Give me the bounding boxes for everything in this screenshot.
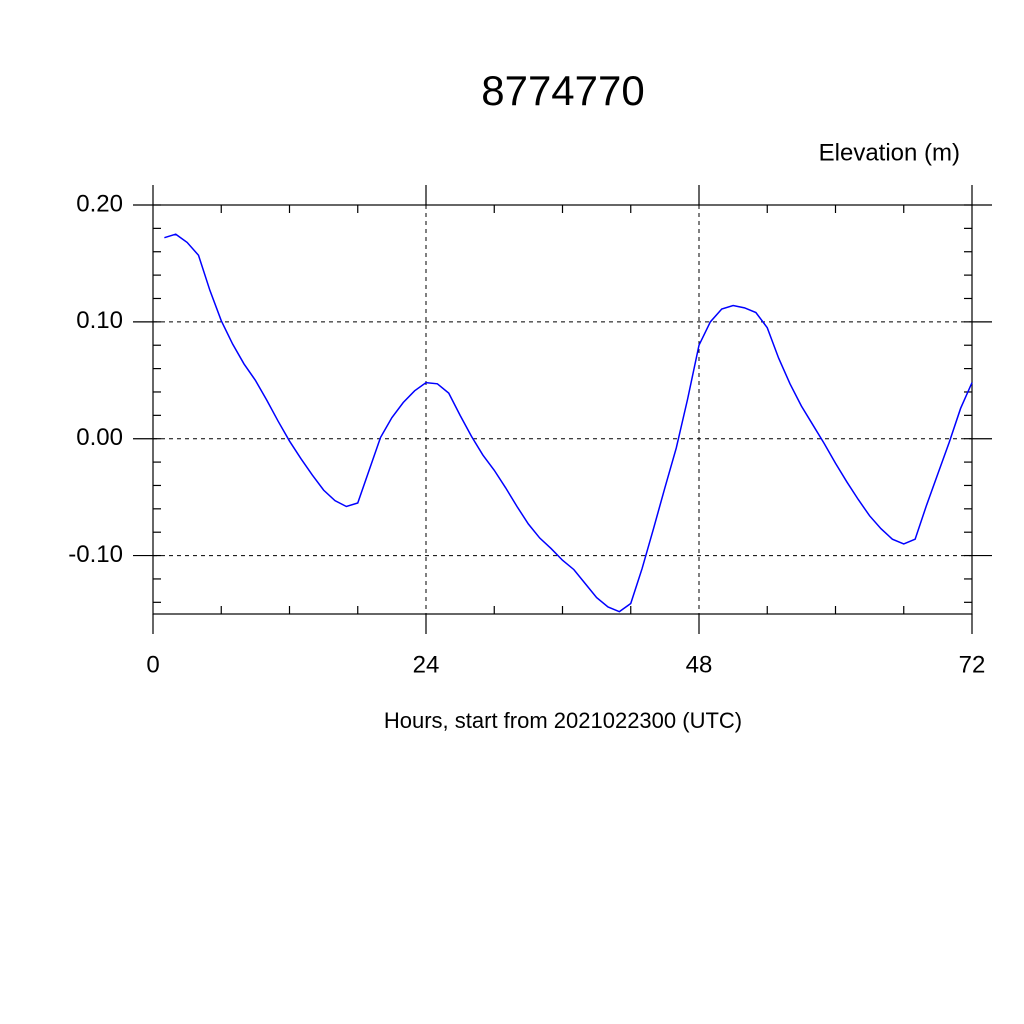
x-axis-label: Hours, start from 2021022300 (UTC) [384, 708, 742, 733]
y-tick-label: 0.20 [76, 190, 123, 217]
x-tick-label: 0 [146, 651, 159, 678]
x-tick-label: 72 [959, 651, 986, 678]
subtitle: Elevation (m) [819, 139, 960, 166]
plot-frame [152, 204, 973, 615]
y-tick-label: -0.10 [68, 541, 123, 568]
data-line [164, 233, 973, 613]
chart-title: 8774770 [481, 67, 645, 114]
y-tick-label: 0.00 [76, 424, 123, 451]
x-tick-label: 48 [686, 651, 713, 678]
x-tick-label: 24 [413, 651, 440, 678]
y-tick-label: 0.10 [76, 307, 123, 334]
